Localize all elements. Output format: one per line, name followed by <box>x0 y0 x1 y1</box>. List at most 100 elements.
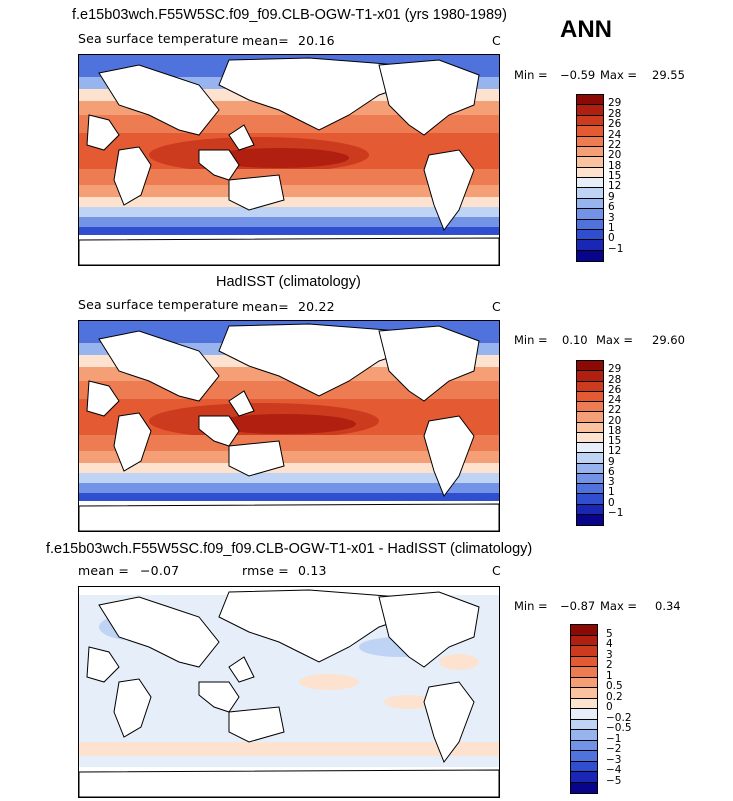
colorbar-tick-label: 1 <box>606 669 613 682</box>
model-mean-value: 20.16 <box>298 33 335 48</box>
model-colorbar <box>576 94 604 262</box>
colorbar-tick-label: 20 <box>608 149 622 162</box>
colorbar-swatch <box>571 667 597 678</box>
colorbar-swatch <box>577 178 603 189</box>
colorbar-tick-label: 26 <box>608 383 622 396</box>
colorbar-tick-label: 9 <box>608 190 615 203</box>
colorbar-swatch <box>577 95 603 106</box>
colorbar-tick-label: 1 <box>608 486 615 499</box>
colorbar-tick-label: 22 <box>608 404 622 417</box>
colorbar-swatch <box>577 463 603 474</box>
colorbar-tick-label: 3 <box>608 211 615 224</box>
colorbar-swatch <box>577 473 603 484</box>
diff-title: f.e15b03wch.F55W5SC.f09_f09.CLB-OGW-T1-x… <box>46 541 533 557</box>
diff-max-value: 0.34 <box>655 599 681 613</box>
colorbar-swatch <box>571 646 597 657</box>
model-min-value: −0.59 <box>560 68 596 82</box>
diff-max-label: Max = <box>600 599 638 613</box>
diff-units: C <box>492 563 501 578</box>
colorbar-tick-label: 22 <box>608 138 622 151</box>
colorbar-tick-label: 9 <box>608 455 615 468</box>
colorbar-tick-label: 3 <box>606 648 613 661</box>
obs-mean-value: 20.22 <box>298 299 335 314</box>
colorbar-swatch <box>577 453 603 464</box>
colorbar-swatch <box>571 677 597 688</box>
colorbar-tick-label: 4 <box>606 638 613 650</box>
obs-min-label: Min = <box>514 333 548 347</box>
colorbar-swatch <box>577 402 603 413</box>
colorbar-swatch <box>571 698 597 709</box>
diff-rmse-value: 0.13 <box>298 563 327 578</box>
colorbar-swatch <box>571 730 597 741</box>
colorbar-tick-label: 18 <box>608 159 622 172</box>
colorbar-tick-label: 29 <box>608 363 622 376</box>
colorbar-tick-label: 28 <box>608 107 622 120</box>
colorbar-swatch <box>571 782 597 793</box>
colorbar-swatch <box>577 494 603 505</box>
colorbar-tick-label: 6 <box>608 465 615 478</box>
colorbar-tick-label: −0.2 <box>606 711 632 724</box>
colorbar-tick-label: 24 <box>608 394 622 406</box>
colorbar-swatch <box>571 740 597 751</box>
colorbar-tick-label: 20 <box>608 414 622 427</box>
colorbar-swatch <box>577 422 603 433</box>
colorbar-swatch <box>577 240 603 251</box>
obs-colorbar <box>576 360 604 526</box>
colorbar-swatch <box>577 371 603 382</box>
colorbar-tick-label: 5 <box>606 627 613 640</box>
model-max-value: 29.55 <box>652 68 685 82</box>
colorbar-tick-label: −1 <box>608 242 624 255</box>
colorbar-tick-label: −0.5 <box>606 722 632 734</box>
colorbar-swatch <box>577 412 603 423</box>
colorbar-tick-label: 0.2 <box>606 690 623 703</box>
colorbar-swatch <box>577 443 603 454</box>
colorbar-tick-label: 15 <box>608 170 622 182</box>
colorbar-swatch <box>577 250 603 261</box>
colorbar-swatch <box>577 105 603 116</box>
colorbar-tick-label: 0 <box>608 496 615 509</box>
diff-colorbar <box>570 624 598 794</box>
model-field-label: Sea surface temperature <box>78 31 239 46</box>
colorbar-tick-label: 24 <box>608 128 622 141</box>
colorbar-swatch <box>577 157 603 168</box>
colorbar-swatch <box>577 126 603 137</box>
colorbar-swatch <box>571 719 597 730</box>
season-label: ANN <box>560 16 612 43</box>
colorbar-swatch <box>577 391 603 402</box>
colorbar-swatch <box>577 188 603 199</box>
diff-mean-value: −0.07 <box>140 563 180 578</box>
diff-map-svg <box>79 587 499 797</box>
colorbar-tick-label: −4 <box>606 764 622 776</box>
colorbar-tick-label: 26 <box>608 118 622 131</box>
obs-max-value: 29.60 <box>652 333 685 347</box>
diff-map <box>78 586 500 798</box>
colorbar-tick-label: 0.5 <box>606 680 623 692</box>
obs-title: HadISST (climatology) <box>216 274 361 290</box>
colorbar-tick-label: 15 <box>608 435 622 447</box>
colorbar-swatch <box>571 688 597 699</box>
obs-max-label: Max = <box>596 333 634 347</box>
model-min-label: Min = <box>514 68 548 82</box>
colorbar-tick-label: 12 <box>608 445 622 458</box>
colorbar-tick-label: 6 <box>608 201 615 214</box>
model-mean-label: mean= <box>242 33 289 48</box>
colorbar-tick-label: 0 <box>606 701 613 713</box>
colorbar-tick-label: −5 <box>606 774 622 787</box>
colorbar-swatch <box>577 198 603 210</box>
colorbar-swatch <box>577 432 603 443</box>
diff-mean-label: mean = <box>78 563 130 578</box>
diff-min-label: Min = <box>514 599 548 613</box>
colorbar-swatch <box>577 146 603 158</box>
colorbar-swatch <box>577 361 603 372</box>
colorbar-swatch <box>577 504 603 515</box>
colorbar-swatch <box>571 625 597 636</box>
colorbar-swatch <box>571 772 597 783</box>
colorbar-tick-label: −1 <box>606 732 622 745</box>
colorbar-tick-label: 0 <box>608 232 615 245</box>
model-title: f.e15b03wch.F55W5SC.f09_f09.CLB-OGW-T1-x… <box>72 7 507 23</box>
colorbar-tick-label: −2 <box>606 743 622 755</box>
colorbar-swatch <box>577 219 603 230</box>
colorbar-swatch <box>571 656 597 667</box>
obs-sst-map <box>78 320 500 532</box>
diff-rmse-label: rmse = <box>242 563 289 578</box>
